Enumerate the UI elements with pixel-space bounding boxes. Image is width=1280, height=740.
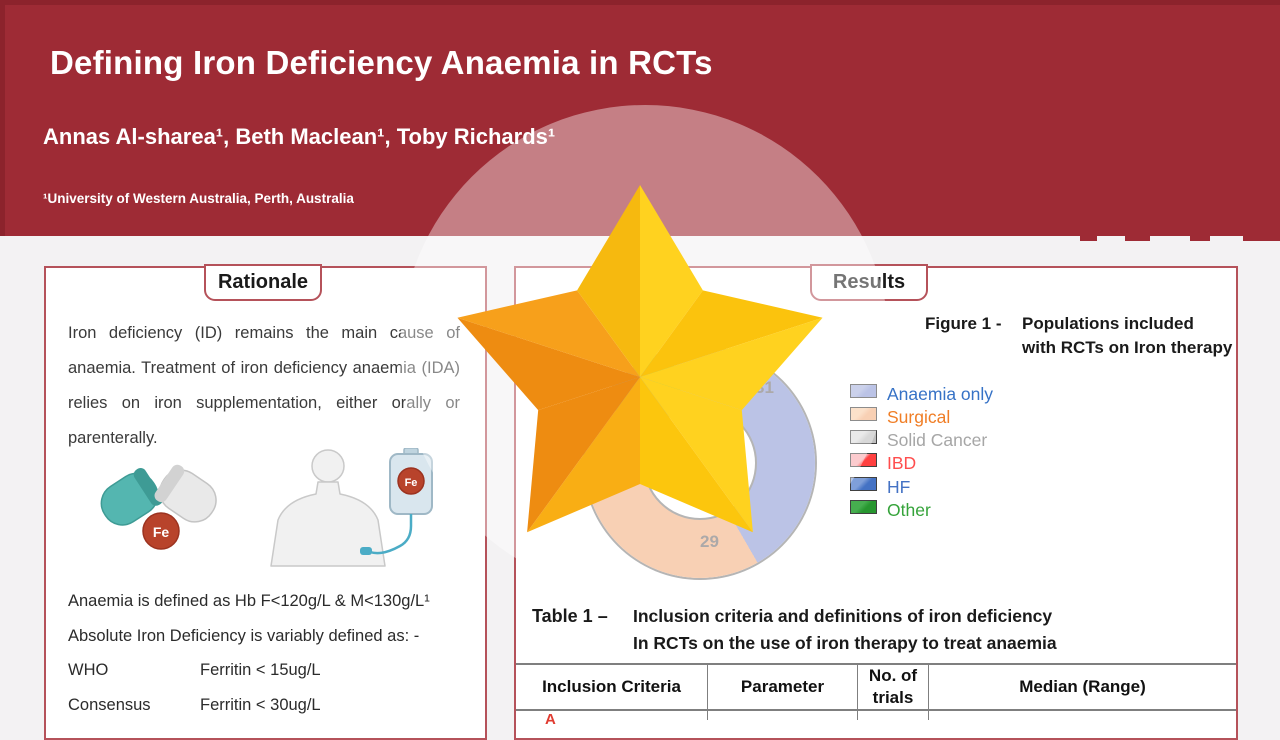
definition-value: Ferritin < 30ug/L xyxy=(200,696,321,714)
header-edge-notch xyxy=(1125,236,1150,241)
table-column-divider xyxy=(707,663,708,720)
figure1-caption-line1: Populations included xyxy=(1022,314,1194,333)
fe-bag-label: Fe xyxy=(405,477,418,489)
legend-label-solid-cancer: Solid Cancer xyxy=(887,430,988,450)
results-tab: Results xyxy=(810,264,928,301)
figure1-caption-line2: with RCTs on Iron therapy xyxy=(1022,338,1233,357)
table-header-median-range: Median (Range) xyxy=(1019,677,1146,696)
capsule-white-half-icon xyxy=(154,464,217,523)
legend-swatch-hf xyxy=(850,477,877,491)
table1-caption-line1: Inclusion criteria and definitions of ir… xyxy=(633,606,1053,626)
legend-swatch-other xyxy=(850,500,877,514)
legend-label-anaemia-only: Anaemia only xyxy=(887,384,994,404)
legend-swatch-anaemia-only xyxy=(850,384,877,398)
absolute-id-definition: Absolute Iron Deficiency is variably def… xyxy=(68,627,420,645)
legend-label-ibd: IBD xyxy=(887,453,917,473)
results-tab-label: Results xyxy=(832,271,906,293)
legend-label-surgical: Surgical xyxy=(887,407,951,427)
anaemia-definition: Anaemia is defined as Hb F<120g/L & M<13… xyxy=(68,592,430,610)
authors-line: Annas Al-sharea¹, Beth Maclean¹, Toby Ri… xyxy=(43,124,556,149)
definition-source: Consensus xyxy=(68,696,151,714)
patient-silhouette-icon xyxy=(270,449,386,567)
rationale-paragraph: Iron deficiency (ID) remains the main ca… xyxy=(68,324,460,447)
definition-source: WHO xyxy=(68,661,109,679)
iv-bag-icon: Fe xyxy=(360,448,433,555)
legend-swatch-solid-cancer xyxy=(850,430,877,444)
rationale-tab: Rationale xyxy=(204,264,322,301)
header-edge-notch xyxy=(1243,236,1280,241)
definition-value: Ferritin < 15ug/L xyxy=(200,661,321,679)
table-column-divider xyxy=(857,663,858,720)
table-border xyxy=(516,709,1236,711)
legend-swatch-surgical xyxy=(850,407,877,421)
fe-ball-label: Fe xyxy=(153,524,170,540)
iron-therapy-illustration: Fe Fe xyxy=(100,448,433,567)
table1-caption-line2: In RCTs on the use of iron therapy to tr… xyxy=(633,633,1057,653)
legend-swatch-ibd xyxy=(850,453,877,467)
table-column-divider xyxy=(928,663,929,720)
table1-label: Table 1 – xyxy=(532,606,608,626)
legend-label-hf: HF xyxy=(887,477,911,497)
fe-ball-icon xyxy=(142,512,180,550)
affiliation-line: ¹University of Western Australia, Perth,… xyxy=(43,191,354,206)
legend-label-other: Other xyxy=(887,500,931,520)
rationale-tab-label: Rationale xyxy=(217,271,309,293)
donut-value-surgical: 29 xyxy=(700,532,719,551)
table-border xyxy=(516,663,1236,665)
header-edge-notch xyxy=(1190,236,1210,241)
figure1-label: Figure 1 - xyxy=(925,314,1002,333)
table-header-parameter: Parameter xyxy=(740,677,825,696)
star-icon xyxy=(457,185,823,533)
iv-tube-icon xyxy=(369,514,413,555)
cannula-icon xyxy=(360,547,372,555)
page-title: Defining Iron Deficiency Anaemia in RCTs xyxy=(50,44,713,81)
table-header-inclusion-criteria: Inclusion Criteria xyxy=(542,677,681,696)
table-header-no-of-trials: No. of trials xyxy=(868,666,918,707)
header-edge-notch xyxy=(1080,236,1097,241)
